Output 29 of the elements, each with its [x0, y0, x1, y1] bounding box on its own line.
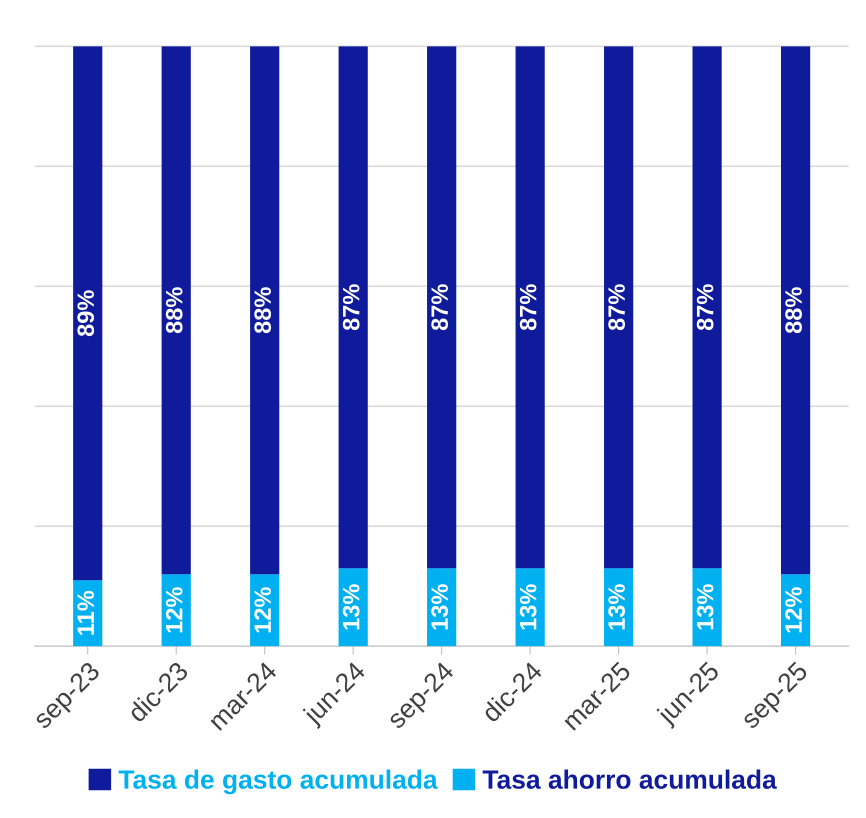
- data-label: 88%: [254, 287, 272, 334]
- data-label: 87%: [608, 284, 625, 330]
- data-label: 88%: [166, 287, 183, 334]
- data-label: 12%: [785, 587, 802, 632]
- bar: [162, 46, 191, 574]
- data-label: 13%: [520, 584, 537, 630]
- data-label: 11%: [77, 590, 94, 635]
- bar: [427, 46, 456, 568]
- data-label: 13%: [342, 584, 360, 630]
- legend-label: Tasa ahorro acumulada: [482, 770, 777, 789]
- data-label: 87%: [696, 284, 714, 330]
- bar: [338, 46, 368, 568]
- data-label: 13%: [608, 584, 625, 630]
- data-label: 89%: [77, 290, 94, 336]
- bar: [73, 46, 102, 580]
- data-label: 13%: [696, 584, 714, 630]
- bar: [692, 46, 722, 568]
- data-label: 87%: [342, 284, 360, 330]
- bar: [516, 46, 545, 568]
- bar: [780, 46, 810, 574]
- data-label: 12%: [254, 587, 271, 632]
- bar: [250, 46, 280, 574]
- data-label: 12%: [166, 587, 182, 632]
- data-label: 88%: [785, 287, 802, 334]
- bar: [604, 46, 634, 568]
- data-label: 13%: [431, 584, 448, 630]
- legend-label: Tasa de gasto acumulada: [118, 770, 438, 794]
- data-label: 87%: [431, 284, 448, 330]
- data-label: 87%: [520, 284, 536, 330]
